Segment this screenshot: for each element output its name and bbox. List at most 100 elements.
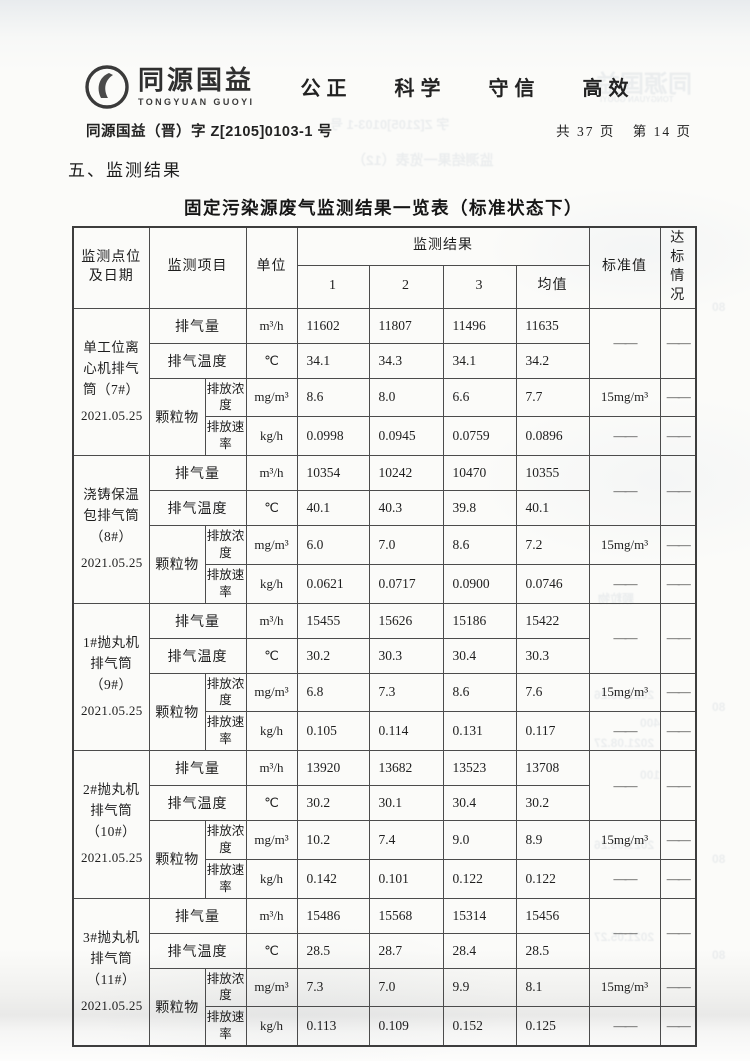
standard-cell: 15mg/m³ [588, 525, 661, 565]
header-monitoring-result: 监测结果 [296, 226, 590, 266]
value-cell: 30.4 [442, 785, 517, 822]
value-cell: 0.122 [442, 858, 517, 899]
value-cell: 15314 [442, 897, 517, 934]
value-cell: 15422 [515, 602, 590, 639]
value-cell: 0.142 [296, 858, 370, 899]
table-title: 固定污染源废气监测结果一览表（标准状态下） [184, 198, 583, 218]
slogan-integrity: 守信 [488, 78, 541, 100]
value-cell: 11602 [296, 307, 370, 344]
standard-cell: —— [588, 307, 661, 379]
compliance-cell: —— [659, 377, 697, 418]
particulate-label: 颗粒物 [148, 967, 206, 1047]
header-unit: 单位 [245, 226, 298, 309]
value-cell: 0.0896 [515, 416, 590, 457]
unit-cell: kg/h [245, 1006, 298, 1047]
section-title: 五、监测结果 [68, 161, 182, 180]
slogan-efficiency: 高效 [582, 78, 635, 100]
value-cell: 30.2 [515, 785, 590, 822]
standard-cell: 15mg/m³ [588, 672, 661, 713]
value-cell: 7.3 [296, 967, 370, 1008]
value-cell: 11807 [368, 307, 444, 344]
unit-cell: mg/m³ [245, 967, 298, 1008]
logo-circle-icon [85, 65, 129, 109]
parameter-label-temp: 排气温度 [148, 637, 247, 674]
value-cell: 10.2 [296, 820, 370, 860]
unit-cell: mg/m³ [245, 377, 298, 418]
standard-cell: —— [588, 416, 661, 457]
value-cell: 7.6 [515, 672, 590, 713]
value-cell: 40.1 [296, 490, 370, 527]
standard-cell: —— [588, 1006, 661, 1047]
standard-cell: —— [588, 858, 661, 899]
value-cell: 8.1 [515, 967, 590, 1008]
value-cell: 39.8 [442, 490, 517, 527]
standard-cell: —— [588, 750, 661, 822]
value-cell: 15456 [515, 897, 590, 934]
parameter-sub-label-concentration: 排放浓度 [204, 377, 247, 418]
document-number-line: 同源国益（晋）字 Z[2105]0103-1 号 共 37 页 第 14 页 [86, 120, 692, 141]
monitoring-point-name: 2#抛丸机排气筒（10#） [83, 782, 140, 840]
parameter-sub-label-rate: 排放速率 [204, 416, 247, 457]
value-cell: 40.1 [515, 490, 590, 527]
value-cell: 0.0746 [515, 563, 590, 604]
compliance-cell: —— [659, 416, 697, 457]
value-cell: 13523 [442, 750, 517, 787]
unit-cell: m³/h [245, 897, 298, 934]
value-cell: 10354 [296, 455, 370, 492]
compliance-cell: —— [659, 602, 697, 674]
results-tbody: 单工位离心机排气筒（7#） 2021.05.25 排气量 m³/h 11602 11807… [72, 307, 697, 1047]
monitoring-point-cell: 浇铸保温包排气筒（8#） 2021.05.25 [72, 455, 150, 604]
value-cell: 7.0 [368, 525, 444, 565]
header-monitoring-item: 监测项目 [148, 226, 247, 309]
monitoring-point-cell: 2#抛丸机排气筒（10#） 2021.05.25 [72, 750, 150, 899]
parameter-label-temp: 排气温度 [148, 932, 247, 969]
standard-cell: —— [588, 563, 661, 604]
value-cell: 30.1 [368, 785, 444, 822]
value-cell: 0.105 [296, 711, 370, 752]
compliance-cell: —— [659, 750, 697, 822]
page-current: 第 14 页 [632, 124, 692, 139]
value-cell: 6.0 [296, 525, 370, 565]
parameter-sub-label-concentration: 排放浓度 [204, 525, 247, 565]
value-cell: 10242 [368, 455, 444, 492]
value-cell: 15455 [296, 602, 370, 639]
value-cell: 9.0 [442, 820, 517, 860]
compliance-cell: —— [659, 820, 697, 860]
parameter-label-flow: 排气量 [148, 455, 247, 492]
value-cell: 34.3 [368, 342, 444, 379]
parameter-sub-label-concentration: 排放浓度 [204, 967, 247, 1008]
parameter-label-flow: 排气量 [148, 602, 247, 639]
value-cell: 11496 [442, 307, 517, 344]
header-average: 均值 [515, 264, 590, 309]
monitoring-point-name: 浇铸保温包排气筒（8#） [83, 487, 140, 545]
unit-cell: m³/h [245, 602, 298, 639]
unit-cell: m³/h [245, 455, 298, 492]
value-cell: 0.114 [368, 711, 444, 752]
particulate-label: 颗粒物 [148, 672, 206, 752]
monitoring-point-cell: 1#抛丸机排气筒（9#） 2021.05.25 [72, 602, 150, 752]
standard-cell: —— [588, 711, 661, 752]
value-cell: 15626 [368, 602, 444, 639]
logo-name-en: TONGYUAN GUOYI [138, 97, 255, 108]
parameter-label-flow: 排气量 [148, 307, 247, 344]
unit-cell: kg/h [245, 563, 298, 604]
value-cell: 15186 [442, 602, 517, 639]
value-cell: 0.0998 [296, 416, 370, 457]
compliance-cell: —— [659, 563, 697, 604]
value-cell: 0.152 [442, 1006, 517, 1047]
parameter-label-flow: 排气量 [148, 897, 247, 934]
value-cell: 7.4 [368, 820, 444, 860]
compliance-cell: —— [659, 455, 697, 527]
slogan-science: 科学 [394, 78, 447, 100]
unit-cell: ℃ [245, 637, 298, 674]
compliance-cell: —— [659, 967, 697, 1008]
logo-name-cn: 同源国益 [138, 64, 255, 95]
value-cell: 0.125 [515, 1006, 590, 1047]
value-cell: 15568 [368, 897, 444, 934]
value-cell: 8.6 [296, 377, 370, 418]
monitoring-results-table: 监测点位及日期 监测项目 单位 监测结果 标准值 达标情况 1 2 3 均值 单… [72, 226, 697, 1048]
value-cell: 28.4 [442, 932, 517, 969]
value-cell: 10470 [442, 455, 517, 492]
parameter-sub-label-rate: 排放速率 [204, 858, 247, 899]
value-cell: 30.4 [442, 637, 517, 674]
